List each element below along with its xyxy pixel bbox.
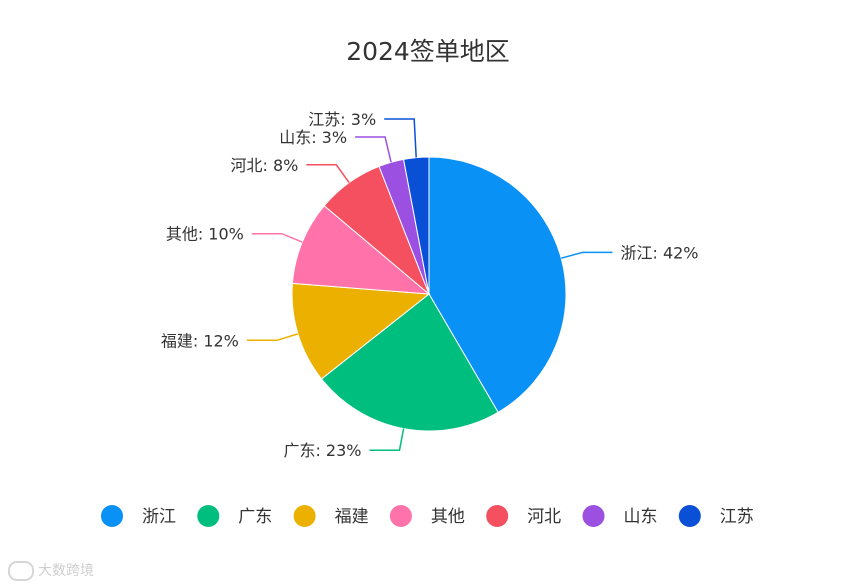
leader-line-7 — [384, 118, 417, 158]
legend-label-7[interactable]: 江苏 — [720, 507, 754, 527]
legend-label-5[interactable]: 河北 — [527, 507, 561, 527]
leader-line-6 — [355, 136, 392, 163]
legend-label-4[interactable]: 其他 — [431, 507, 465, 527]
watermark: 大数跨境 — [8, 560, 94, 581]
leader-line-5 — [306, 164, 350, 184]
legend-marker-3[interactable] — [293, 505, 316, 527]
slice-label-1: 浙江: 42% — [620, 243, 698, 262]
pie-slice-2[interactable] — [320, 293, 499, 432]
slice-label-7: 江苏: 3% — [308, 110, 376, 129]
legend-marker-4[interactable] — [389, 505, 412, 527]
legend-marker-2[interactable] — [197, 505, 220, 527]
leader-line-1 — [561, 251, 613, 259]
pie-slices — [291, 156, 567, 432]
legend-label-3[interactable]: 福建 — [335, 507, 369, 527]
watermark-text: 大数跨境 — [38, 563, 94, 579]
legend-label-1[interactable]: 浙江 — [142, 507, 176, 527]
slice-label-2: 广东: 23% — [283, 441, 361, 460]
watermark-logo-icon — [8, 561, 34, 581]
slice-label-5: 河北: 8% — [230, 156, 298, 175]
legend-marker-1[interactable] — [101, 505, 123, 527]
pie-slice-1[interactable] — [428, 156, 567, 413]
legend-marker-6[interactable] — [582, 505, 605, 527]
slice-label-3: 福建: 12% — [161, 331, 239, 350]
leader-line-2 — [369, 428, 405, 451]
legend: 浙江 广东 福建 其他 河北 山东 江苏 — [101, 505, 754, 527]
legend-label-2[interactable]: 广东 — [238, 507, 272, 527]
slice-label-6: 山东: 3% — [279, 128, 347, 147]
pie-slice-3[interactable] — [291, 282, 431, 380]
slice-label-4: 其他: 10% — [166, 225, 244, 244]
chart-title: 2024签单地区 — [346, 37, 510, 66]
legend-marker-5[interactable] — [486, 505, 509, 527]
legend-label-6[interactable]: 山东 — [624, 507, 658, 527]
legend-marker-7[interactable] — [678, 505, 701, 527]
slice-labels: 浙江: 42% 广东: 23% 福建: 12% 其他: 10% 河北: 8% 山东: 3%… — [161, 110, 699, 460]
leader-line-4 — [251, 232, 303, 243]
leader-line-3 — [246, 333, 299, 342]
pie-slice-4[interactable] — [291, 205, 431, 295]
